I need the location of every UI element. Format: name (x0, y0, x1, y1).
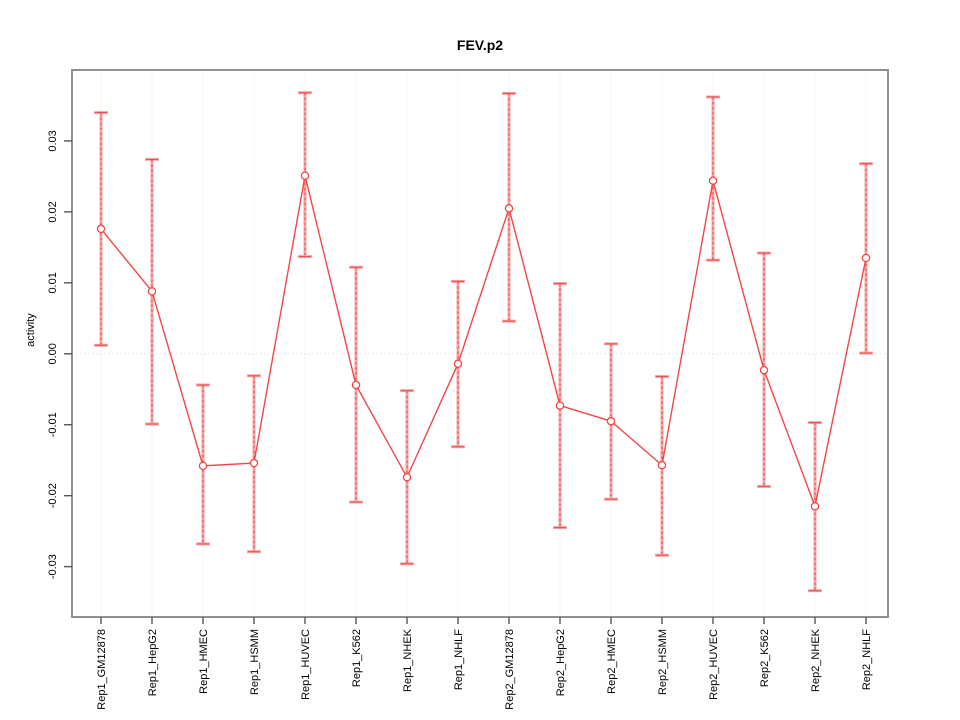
data-point (351, 380, 361, 390)
data-point (300, 171, 310, 180)
x-tick-label: Rep2_HMEC (606, 629, 618, 694)
data-point (759, 365, 769, 375)
y-tick-label: 0.00 (47, 343, 59, 364)
data-point (555, 401, 565, 410)
data-point (96, 224, 106, 234)
x-tick-label: Rep2_K562 (759, 629, 771, 687)
data-point (504, 204, 514, 213)
series-line (100, 175, 867, 509)
x-tick-label: Rep1_HMEC (198, 629, 210, 694)
x-tick-label: Rep1_HUVEC (300, 629, 312, 700)
data-point (606, 416, 616, 426)
y-tick-label: 0.01 (47, 272, 59, 293)
data-point (657, 460, 667, 470)
x-tick-label: Rep2_HepG2 (555, 629, 567, 696)
x-tick-label: Rep2_NHEK (810, 628, 822, 692)
x-tick-label: Rep1_K562 (351, 629, 363, 687)
frame-layer (71, 69, 889, 618)
data-point (147, 287, 157, 296)
plot-frame (71, 69, 889, 618)
x-tick-label: Rep2_NHLF (861, 629, 873, 690)
x-tick-label: Rep1_NHLF (453, 629, 465, 690)
data-point (810, 502, 820, 511)
grid-layer (72, 70, 888, 617)
y-tick-label: -0.03 (47, 554, 59, 579)
data-point (402, 472, 412, 482)
x-tick-label: Rep2_HUVEC (708, 629, 720, 700)
axis-layer: 0.03 0.02 0.01 0.00 -0.01 -0.02 -0.03 Rep1_GM12… (47, 130, 873, 709)
y-tick-label: 0.03 (47, 130, 59, 151)
data-point (708, 176, 718, 185)
y-tick-label: -0.01 (47, 412, 59, 437)
x-tick-label: Rep2_GM12878 (504, 629, 516, 710)
data-point (453, 359, 463, 368)
y-tick-label: 0.02 (47, 201, 59, 222)
data-point (198, 461, 208, 471)
y-tick-label: -0.02 (47, 483, 59, 508)
chart-title: FEV.p2 (457, 37, 503, 53)
data-point (249, 458, 259, 468)
x-tick-label: Rep2_HSMM (657, 629, 669, 695)
x-tick-label: Rep1_HepG2 (147, 629, 159, 696)
data-point (861, 253, 871, 263)
y-axis-label: activity (25, 313, 37, 347)
x-tick-label: Rep1_NHEK (402, 628, 414, 692)
x-tick-label: Rep1_HSMM (249, 629, 261, 695)
series-layer (94, 91, 873, 593)
x-tick-label: Rep1_GM12878 (96, 629, 108, 710)
